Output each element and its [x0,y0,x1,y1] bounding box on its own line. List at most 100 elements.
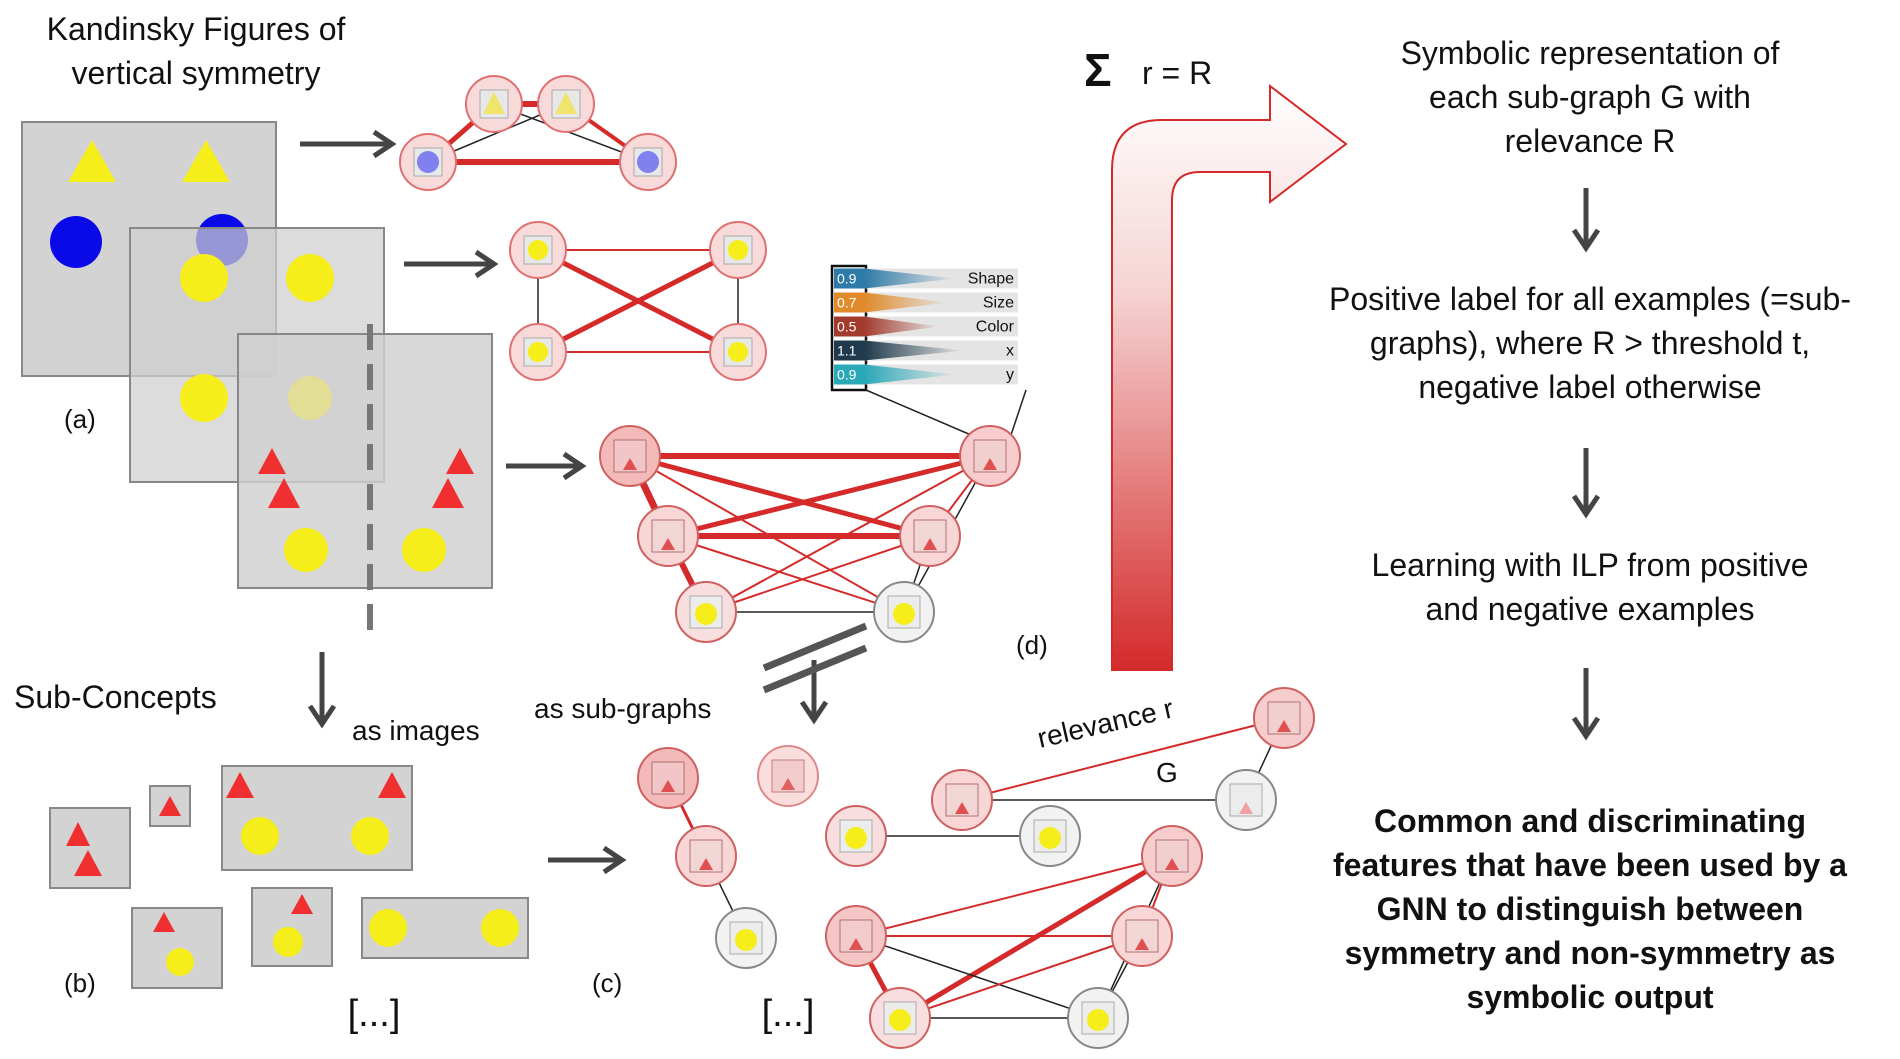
result-line1: Common and discriminating [1374,803,1806,839]
sum-text: r = R [1142,55,1212,91]
ellipsis-c: [...] [762,993,815,1035]
result-line4: symmetry and non-symmetry as [1345,935,1836,971]
step2-line1: Positive label for all examples (=sub- [1329,281,1851,317]
subconcept-image-2 [149,785,191,827]
subgraph-pair-yellow-node-2 [1019,805,1081,867]
feature-importance-wedge [864,268,956,289]
subgraph-large-node-5 [1067,987,1129,1049]
graph-2-node-3 [509,323,567,381]
graph-1-node-triangle-right [537,75,595,133]
arrow-down-subconcepts [307,652,337,729]
arrow-panel-to-graph-1 [300,129,397,159]
ellipsis-b: [...] [348,993,401,1035]
kandinsky-title-line1: Kandinsky Figures of [47,11,346,47]
graph-3-node-1 [599,425,661,487]
feature-row-shape: 0.9 Shape [834,268,1018,289]
feature-value: 0.9 [837,271,857,287]
graph-2-node-2 [709,221,767,279]
result-line2: features that have been used by a [1333,847,1847,883]
feature-value: 0.7 [837,295,857,311]
kandinsky-panel-front [237,324,493,630]
graph-3-node-6 [873,581,935,643]
arrow-images-to-subgraphs [548,845,627,875]
subconcept-image-3 [221,765,413,871]
result-line5: symbolic output [1466,979,1713,1015]
step1-line1: Symbolic representation of [1401,35,1780,71]
feature-name: x [1006,343,1014,360]
feature-importance-wedge [864,316,940,337]
graph-3-node-5 [675,581,737,643]
subgraph-relevance-node-2 [1253,687,1315,749]
graph-g-label: G [1156,757,1178,788]
subgraph-large [825,825,1203,1049]
label-b: (b) [64,968,96,998]
as-subgraphs-label: as sub-graphs [534,693,711,724]
feature-name: Size [983,295,1014,312]
feature-importance-wedge [864,364,956,385]
arrow-panel-to-graph-2 [404,249,499,279]
step2-line2: graphs), where R > threshold t, [1370,325,1810,361]
feature-value: 1.1 [837,343,857,359]
subconcepts-title: Sub-Concepts [14,679,217,715]
step2-line3: negative label otherwise [1418,369,1761,405]
subconcept-image-6 [361,897,529,959]
graph-1 [399,75,677,191]
subgraph-chain-node-1 [637,747,699,809]
subgraph-relevance-node-3 [1215,769,1277,831]
subgraph-chain [637,747,777,969]
feature-row-y: 0.9 y [834,364,1018,385]
graph-1-node-circle-right [619,133,677,191]
subconcept-image-1 [49,807,131,889]
subgraphs: relevance r G [637,687,1315,1049]
arrow-step2-to-step3 [1571,448,1601,519]
feature-importance-wedge [864,292,948,313]
sum-symbol: Σ [1084,44,1112,96]
feature-value: 0.9 [837,367,857,383]
feature-value-swatch [834,316,864,337]
feature-name: y [1006,367,1014,384]
feature-importance-wedge [864,340,964,361]
label-d: (d) [1016,630,1048,660]
step3-line1: Learning with ILP from positive [1372,547,1809,583]
subconcept-images [49,765,529,989]
subgraph-pair-yellow [825,805,1081,867]
graph-3-node-4 [899,505,961,567]
relevance-flow-arrow [1111,83,1348,671]
result-line3: GNN to distinguish between [1377,891,1804,927]
pipeline-steps: Symbolic representation of each sub-grap… [1329,35,1851,1015]
subgraph-large-node-2 [1141,825,1203,887]
feature-row-size: 0.7 Size [834,292,1018,313]
graph-2-node-4 [709,323,767,381]
feature-value-swatch [834,268,864,289]
graph-2 [509,221,767,381]
as-images-label: as images [352,715,480,746]
graph-3-node-3 [637,505,699,567]
subgraph-chain-node-3 [715,907,777,969]
graph-1-node-triangle-left [465,75,523,133]
graph-3 [599,425,1021,643]
feature-value-swatch [834,292,864,313]
arrow-step3-to-result [1571,668,1601,741]
label-a: (a) [64,404,96,434]
feature-name: Shape [968,271,1014,288]
subgraph-large-node-1 [825,905,887,967]
crossed-arrow [762,622,868,725]
arrow-panel-to-graph-3 [506,451,587,481]
graph-3-node-2 [959,425,1021,487]
feature-vector: 0.9 Shape 0.7 Size 0.5 Color 1.1 x 0.9 y [830,264,1027,445]
feature-row-x: 1.1 x [834,340,1018,361]
feature-row-color: 0.5 Color [834,316,1018,337]
subgraph-relevance-node-1 [931,769,993,831]
label-c: (c) [592,968,622,998]
feature-value-swatch [834,364,864,385]
relevance-label: relevance r [1034,692,1176,753]
feature-value-swatch [834,340,864,361]
subgraph-chain-node-2 [675,825,737,887]
kandinsky-title-line2: vertical symmetry [72,55,321,91]
feature-name: Color [976,319,1015,336]
subgraph-large-node-4 [869,987,931,1049]
feature-value: 0.5 [837,319,857,335]
step3-line2: and negative examples [1425,591,1754,627]
step1-line3: relevance R [1505,123,1676,159]
subconcept-image-4 [131,907,223,989]
